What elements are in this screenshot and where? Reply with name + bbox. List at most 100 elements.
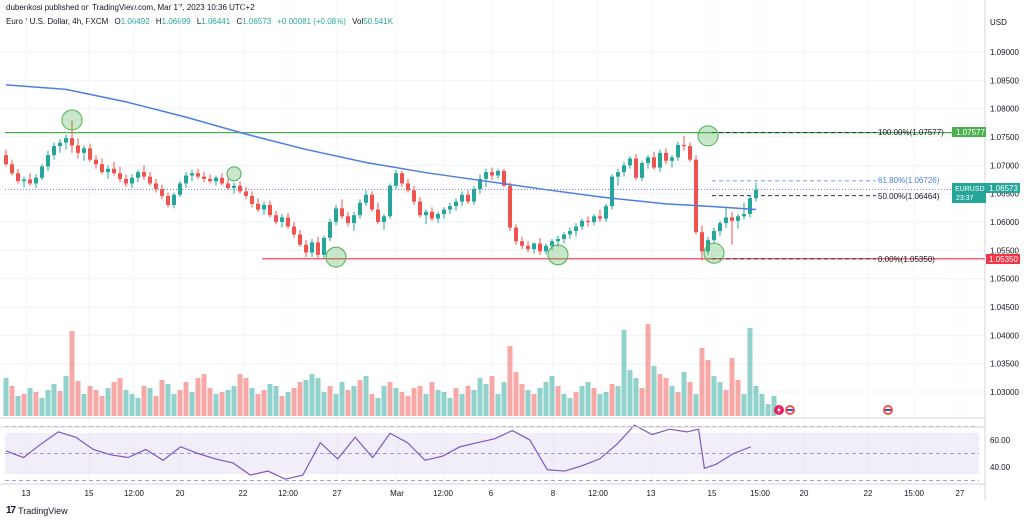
candle-body — [430, 211, 434, 219]
volume-bar — [591, 388, 597, 416]
volume-bar — [99, 396, 105, 416]
volume-bar — [339, 382, 345, 416]
lightning-icon[interactable] — [774, 405, 784, 415]
candle-body — [574, 226, 578, 232]
candle-body — [220, 177, 224, 184]
pivot-circle — [226, 166, 242, 182]
candle-body — [268, 204, 272, 216]
volume-bar — [405, 396, 411, 416]
candle-body — [664, 152, 668, 161]
time-tick: 13 — [22, 489, 31, 498]
candle-body — [592, 216, 596, 222]
candle-body — [640, 163, 644, 178]
volume-bar — [117, 378, 123, 416]
candle-body — [454, 201, 458, 207]
candle-body — [736, 216, 740, 221]
volume-bar — [111, 382, 117, 416]
candle-body — [208, 178, 212, 182]
volume-bar — [45, 390, 51, 416]
volume-bar — [285, 392, 291, 416]
volume-value: 50.541K — [363, 17, 394, 26]
time-tick: 15 — [708, 489, 717, 498]
time-tick: 12:00 — [433, 489, 454, 498]
candle-body — [712, 231, 716, 241]
candle-body — [466, 194, 470, 202]
volume-bar — [297, 382, 303, 416]
volume-bar — [537, 388, 543, 416]
volume-bar — [321, 392, 327, 416]
volume-bar — [189, 392, 195, 416]
volume-bar — [357, 380, 363, 416]
volume-bar — [495, 394, 501, 416]
candle-body — [328, 221, 332, 238]
volume-bar — [63, 376, 69, 416]
volume-bar — [465, 386, 471, 416]
change-value: +0.00081 (+0.08%) — [277, 17, 346, 26]
volume-bar — [183, 382, 189, 416]
volume-bar — [399, 392, 405, 416]
volume-bar — [573, 392, 579, 416]
current-price-badge: EURUSD 23:37 1.06573 — [952, 183, 1020, 203]
close-label: C — [236, 17, 243, 26]
price-tick: 1.08500 — [990, 76, 1019, 85]
volume-bar — [423, 394, 429, 416]
volume-bar — [447, 398, 453, 416]
volume-bar — [519, 384, 525, 416]
candle-body — [136, 172, 140, 178]
time-tick: 13 — [647, 489, 656, 498]
candle-body — [742, 214, 746, 217]
time-tick: 15 — [85, 489, 94, 498]
rsi-axis: 60.00 40.00 — [990, 436, 1011, 472]
footer: 17 TradingView — [6, 505, 68, 516]
candle-body — [616, 172, 620, 177]
candle-body — [730, 217, 734, 221]
badge-countdown: 23:37 — [956, 195, 974, 202]
candle-body — [46, 155, 50, 167]
volume-label: Vol — [352, 17, 364, 26]
candle-body — [196, 173, 200, 177]
candle-body — [460, 194, 464, 202]
candle-body — [364, 194, 368, 203]
candle-body — [232, 185, 236, 188]
candle-body — [682, 144, 686, 147]
volume-bar — [333, 394, 339, 416]
candle-body — [250, 195, 254, 204]
time-tick: 27 — [333, 489, 342, 498]
symbol-name[interactable]: Euro / U.S. Dollar, 4h, FXCM — [6, 17, 109, 26]
candle-body — [94, 159, 98, 165]
volume-bar — [141, 386, 147, 416]
time-tick: 8 — [551, 489, 556, 498]
flag-icon[interactable] — [785, 405, 795, 415]
volume-bar — [483, 384, 489, 416]
flag-icon-2[interactable] — [883, 405, 893, 415]
candle-body — [382, 216, 386, 222]
fib-100-label: 100.00%(1.07577) — [878, 128, 944, 137]
volume-bar — [279, 396, 285, 416]
volume-bar — [771, 396, 777, 416]
volume-bar — [303, 380, 309, 416]
volume-bar — [693, 394, 699, 416]
candle-body — [160, 189, 164, 196]
volume-bar — [675, 392, 681, 416]
price-tick: 1.04500 — [990, 303, 1019, 312]
candle-body — [148, 176, 152, 184]
volume-bar — [315, 378, 321, 416]
volume-bar — [381, 386, 387, 416]
candle-body — [142, 172, 146, 177]
volume-bar — [123, 390, 129, 416]
candle-body — [550, 241, 554, 246]
highlight-circles — [61, 109, 725, 268]
candle-body — [58, 142, 62, 147]
candle-body — [694, 159, 698, 233]
volume-bar — [579, 386, 585, 416]
candle-body — [394, 173, 398, 186]
volume-bar — [525, 390, 531, 416]
candle-body — [418, 201, 422, 216]
volume-bar — [249, 388, 255, 416]
volume-bar — [135, 398, 141, 416]
time-tick: Mar — [390, 489, 404, 498]
volume-bar — [699, 348, 705, 416]
badge-symbol: EURUSD — [955, 186, 985, 193]
candle-body — [628, 158, 632, 166]
